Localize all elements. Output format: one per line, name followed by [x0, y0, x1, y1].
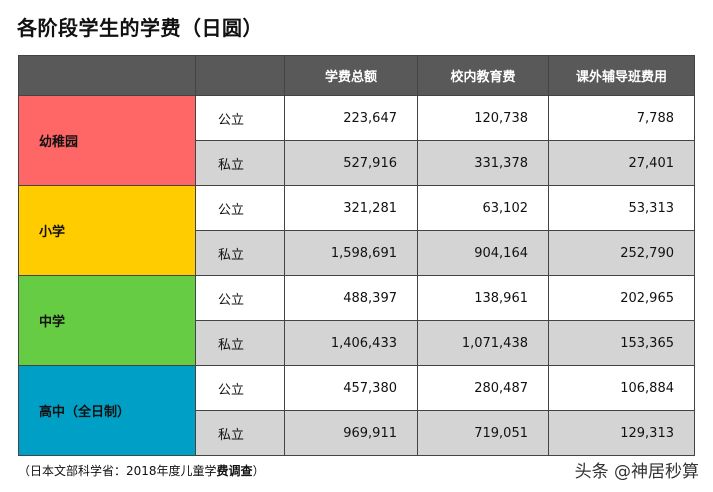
total-cell: 321,281: [284, 185, 418, 231]
table-row: 小学 公立 321,281 63,102 53,313: [18, 185, 695, 276]
table-row: 私立 969,911 719,051 129,313: [19, 410, 695, 456]
total-cell: 223,647: [284, 95, 418, 141]
school-cell: 63,102: [417, 185, 549, 231]
school-cell: 719,051: [417, 410, 549, 456]
extra-cell: 202,965: [548, 275, 695, 321]
extra-cell: 252,790: [548, 230, 695, 276]
table-row: 高中（全日制） 公立 457,380 280,487 106,884: [18, 365, 695, 456]
type-cell: 公立: [195, 275, 285, 321]
table-row: 私立 527,916 331,378 27,401: [19, 140, 695, 186]
extra-cell: 27,401: [548, 140, 695, 186]
extra-cell: 129,313: [548, 410, 695, 456]
school-cell: 120,738: [417, 95, 549, 141]
extra-cell: 106,884: [548, 365, 695, 411]
header-cell-level: [18, 55, 196, 96]
type-cell: 私立: [195, 140, 285, 186]
extra-cell: 153,365: [548, 320, 695, 366]
total-cell: 969,911: [284, 410, 418, 456]
total-cell: 527,916: [284, 140, 418, 186]
type-cell: 私立: [195, 230, 285, 276]
total-cell: 1,598,691: [284, 230, 418, 276]
level-cell-high-school: 高中（全日制）: [18, 365, 196, 456]
footnote-bold: 费调查: [216, 464, 253, 478]
type-cell: 公立: [195, 365, 285, 411]
table-row: 私立 1,598,691 904,164 252,790: [19, 230, 695, 276]
footnote-prefix: （日本文部科学省：2018年度儿童学: [18, 464, 217, 478]
header-cell-type: [195, 55, 285, 96]
watermark: 头条 @神居秒算: [574, 462, 699, 482]
total-cell: 1,406,433: [284, 320, 418, 366]
table-row: 私立 1,406,433 1,071,438 153,365: [19, 320, 695, 366]
level-cell-kindergarten: 幼稚园: [18, 95, 196, 186]
source-footnote: （日本文部科学省：2018年度儿童学费调查）: [18, 462, 265, 479]
type-cell: 私立: [195, 410, 285, 456]
level-cell-middle-school: 中学: [18, 275, 196, 366]
header-cell-school: 校内教育费: [417, 55, 549, 96]
school-cell: 904,164: [417, 230, 549, 276]
school-cell: 331,378: [417, 140, 549, 186]
school-cell: 1,071,438: [417, 320, 549, 366]
tuition-table: 学费总额 校内教育费 课外辅导班费用 幼稚园 公立 223,647 120,73…: [18, 55, 695, 456]
footnote-suffix: ）: [252, 464, 265, 478]
school-cell: 280,487: [417, 365, 549, 411]
type-cell: 公立: [195, 185, 285, 231]
level-cell-elementary: 小学: [18, 185, 196, 276]
table-row: 中学 公立 488,397 138,961 202,965: [18, 275, 695, 366]
total-cell: 488,397: [284, 275, 418, 321]
school-cell: 138,961: [417, 275, 549, 321]
header-cell-total: 学费总额: [284, 55, 418, 96]
header-cell-extra: 课外辅导班费用: [548, 55, 695, 96]
table-header-row: 学费总额 校内教育费 课外辅导班费用: [18, 55, 695, 96]
total-cell: 457,380: [284, 365, 418, 411]
type-cell: 私立: [195, 320, 285, 366]
type-cell: 公立: [195, 95, 285, 141]
extra-cell: 7,788: [548, 95, 695, 141]
table-row: 幼稚园 公立 223,647 120,738 7,788: [18, 95, 695, 186]
page-title: 各阶段学生的学费（日圆）: [17, 16, 263, 40]
extra-cell: 53,313: [548, 185, 695, 231]
